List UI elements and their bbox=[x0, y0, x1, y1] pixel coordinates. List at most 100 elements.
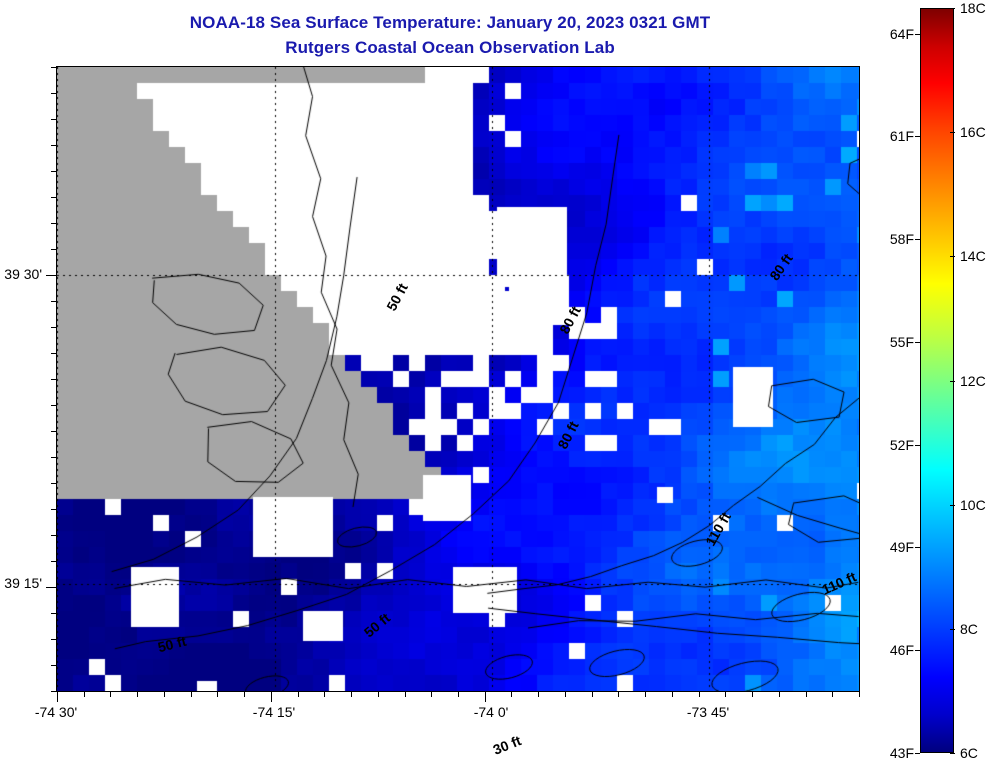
x-axis-minor-tick bbox=[859, 692, 860, 697]
colorbar-label-celsius-4: 10C bbox=[960, 496, 986, 513]
x-axis-label-0: -74 30' bbox=[34, 704, 78, 720]
x-axis-minor-tick bbox=[618, 692, 619, 697]
x-axis-minor-tick bbox=[298, 692, 299, 697]
colorbar-tick-f-2 bbox=[915, 239, 920, 241]
x-axis-minor-tick bbox=[458, 692, 459, 697]
x-axis-minor-tick bbox=[324, 692, 325, 697]
colorbar-label-celsius-3: 12C bbox=[960, 372, 986, 389]
x-axis-minor-tick bbox=[511, 692, 512, 697]
x-axis-minor-tick bbox=[351, 692, 352, 697]
y-axis-label-1: 39 15' bbox=[4, 574, 42, 591]
colorbar-tick-c-6 bbox=[950, 753, 955, 754]
colorbar-label-celsius-0: 18C bbox=[960, 0, 986, 16]
colorbar-label-fahrenheit-1: 61F bbox=[889, 128, 914, 145]
y-axis-label-0: 39 30' bbox=[4, 265, 42, 282]
x-axis-minor-tick bbox=[699, 692, 700, 697]
x-axis-minor-tick bbox=[645, 692, 646, 697]
x-axis-minor-tick bbox=[672, 692, 673, 697]
colorbar-tick-c-1 bbox=[950, 132, 955, 134]
colorbar-tick-f-7 bbox=[915, 753, 920, 754]
x-axis-minor-tick bbox=[84, 692, 85, 697]
y-axis-minor-tick bbox=[51, 249, 56, 250]
x-axis-minor-tick bbox=[592, 692, 593, 697]
x-axis-major-tick bbox=[271, 692, 272, 702]
x-axis-minor-tick bbox=[725, 692, 726, 697]
colorbar-label-fahrenheit-6: 46F bbox=[889, 642, 914, 659]
y-axis-minor-tick bbox=[51, 197, 56, 198]
x-axis-minor-tick bbox=[806, 692, 807, 697]
y-axis-minor-tick bbox=[51, 171, 56, 172]
y-axis-minor-tick bbox=[51, 379, 56, 380]
y-axis-minor-tick bbox=[51, 613, 56, 614]
y-axis-minor-tick bbox=[51, 431, 56, 432]
colorbar-tick-c-0 bbox=[950, 8, 955, 9]
x-axis-minor-tick bbox=[752, 692, 753, 697]
colorbar-tick-f-6 bbox=[915, 650, 920, 652]
colorbar-label-celsius-1: 16C bbox=[960, 124, 986, 141]
y-axis-minor-tick bbox=[51, 67, 56, 68]
x-axis-minor-tick bbox=[431, 692, 432, 697]
x-axis-minor-tick bbox=[244, 692, 245, 697]
colorbar-tick-f-1 bbox=[915, 136, 920, 138]
colorbar-label-celsius-5: 8C bbox=[960, 620, 978, 637]
x-axis-minor-tick bbox=[137, 692, 138, 697]
y-axis-minor-tick bbox=[51, 535, 56, 536]
colorbar-label-fahrenheit-2: 58F bbox=[889, 231, 914, 248]
colorbar-tick-c-4 bbox=[950, 504, 955, 506]
x-axis-minor-tick bbox=[565, 692, 566, 697]
x-axis-label-3: -73 45' bbox=[686, 704, 730, 720]
page-title: NOAA-18 Sea Surface Temperature: January… bbox=[189, 13, 711, 32]
y-axis-minor-tick bbox=[51, 457, 56, 458]
colorbar-tick-f-0 bbox=[915, 33, 920, 35]
y-axis-minor-tick bbox=[51, 665, 56, 666]
x-axis-major-tick bbox=[57, 692, 58, 702]
y-axis-minor-tick bbox=[51, 561, 56, 562]
colorbar-label-fahrenheit-5: 49F bbox=[889, 539, 914, 556]
colorbar-gradient bbox=[920, 8, 954, 753]
x-axis-minor-tick bbox=[217, 692, 218, 697]
x-axis-minor-tick bbox=[191, 692, 192, 697]
colorbar-label-celsius-2: 14C bbox=[960, 248, 986, 265]
y-axis-minor-tick bbox=[51, 483, 56, 484]
colorbar-label-fahrenheit-0: 64F bbox=[889, 25, 914, 42]
y-axis-minor-tick bbox=[51, 509, 56, 510]
colorbar-tick-c-2 bbox=[950, 256, 955, 258]
x-axis-minor-tick bbox=[405, 692, 406, 697]
colorbar-tick-c-5 bbox=[950, 628, 955, 630]
colorbar-label-fahrenheit-4: 52F bbox=[889, 436, 914, 453]
y-axis-minor-tick bbox=[51, 353, 56, 354]
x-axis-minor-tick bbox=[110, 692, 111, 697]
colorbar-container[interactable]: 64F 61F 58F 55F 52F 49F 46F 43F 18C 16C 14C 12C 10C 8… bbox=[890, 0, 986, 761]
x-axis-minor-tick bbox=[779, 692, 780, 697]
y-axis-minor-tick bbox=[51, 119, 56, 120]
colorbar-label-fahrenheit-3: 55F bbox=[889, 333, 914, 350]
y-axis-minor-tick bbox=[51, 301, 56, 302]
x-axis-minor-tick bbox=[164, 692, 165, 697]
x-axis-minor-tick bbox=[378, 692, 379, 697]
y-axis-minor-tick bbox=[51, 223, 56, 224]
x-axis-minor-tick bbox=[832, 692, 833, 697]
colorbar-tick-c-3 bbox=[950, 380, 955, 382]
x-axis-label-2: -74 0' bbox=[473, 704, 509, 720]
sst-map-clip bbox=[57, 67, 859, 691]
y-axis-minor-tick bbox=[51, 327, 56, 328]
y-axis-major-tick bbox=[46, 587, 56, 588]
colorbar-label-celsius-6: 6C bbox=[960, 745, 978, 761]
y-axis-minor-tick bbox=[51, 639, 56, 640]
colorbar-tick-f-4 bbox=[915, 444, 920, 446]
x-axis-major-tick bbox=[485, 692, 486, 702]
colorbar-label-fahrenheit-7: 43F bbox=[889, 745, 914, 761]
x-axis-label-1: -74 15' bbox=[252, 704, 296, 720]
x-axis-minor-tick bbox=[538, 692, 539, 697]
y-axis-minor-tick bbox=[51, 405, 56, 406]
colorbar-tick-f-5 bbox=[915, 547, 920, 549]
y-axis-minor-tick bbox=[51, 93, 56, 94]
sst-map-plot-area[interactable]: 50 ft 80 ft 80 ft 80 ft 110 ft 110 ft 50 ft 50 … bbox=[46, 66, 860, 758]
page-subtitle: Rutgers Coastal Ocean Observation Lab bbox=[285, 38, 615, 57]
y-axis-minor-tick bbox=[51, 145, 56, 146]
sst-raster-layer bbox=[57, 67, 859, 691]
chart-title-block: NOAA-18 Sea Surface Temperature: January… bbox=[0, 10, 900, 60]
y-axis-major-tick bbox=[46, 275, 56, 276]
colorbar-tick-f-3 bbox=[915, 341, 920, 343]
y-axis-minor-tick bbox=[51, 691, 56, 692]
